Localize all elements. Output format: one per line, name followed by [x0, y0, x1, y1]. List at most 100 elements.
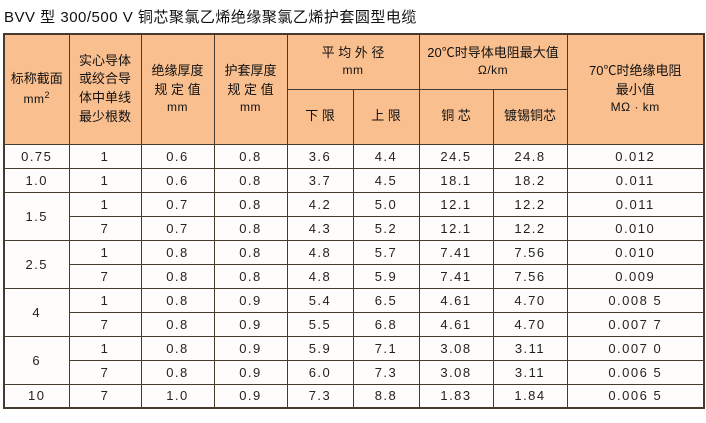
cell-insulation-resistance: 0.007 7 — [566, 311, 705, 337]
cell-diameter-upper: 7.3 — [352, 359, 420, 385]
cell-insulation-thickness: 0.8 — [140, 239, 215, 265]
header-row-top: 标称截面 mm2 实心导体 或绞合导 体中单线 最少根数 绝缘厚度 规 定 值 … — [3, 33, 705, 145]
cell-diameter-lower: 4.2 — [286, 191, 354, 217]
cell-min-strands: 7 — [68, 263, 142, 289]
cell-resistance-tinned: 7.56 — [492, 263, 568, 289]
cell-sheath-thickness: 0.9 — [213, 335, 288, 361]
cell-insulation-thickness: 1.0 — [140, 383, 215, 409]
cell-min-strands: 7 — [68, 359, 142, 385]
cell-resistance-copper: 24.5 — [418, 143, 494, 169]
header-min-strands: 实心导体 或绞合导 体中单线 最少根数 — [68, 33, 142, 145]
cell-min-strands: 1 — [68, 287, 142, 313]
cell-sheath-thickness: 0.9 — [213, 359, 288, 385]
cell-insulation-resistance: 0.012 — [566, 143, 705, 169]
cell-min-strands: 1 — [68, 239, 142, 265]
cell-min-strands: 7 — [68, 383, 142, 409]
header-avg-diameter: 平 均 外 径 mm — [286, 33, 420, 90]
cell-nominal-section: 1.5 — [3, 191, 70, 241]
header-strands-line3: 体中单线 — [78, 90, 131, 106]
cell-sheath-thickness: 0.8 — [213, 215, 288, 241]
cell-min-strands: 7 — [68, 311, 142, 337]
table-row: 6 1 0.8 0.9 5.9 7.1 3.08 3.11 0.007 0 — [3, 335, 705, 385]
header-sheath-line2: 规 定 值 — [227, 81, 274, 97]
cell-insulation-resistance: 0.008 5 — [566, 287, 705, 313]
cell-nominal-section: 10 — [3, 383, 70, 409]
cell-diameter-lower: 4.8 — [286, 239, 354, 265]
header-diameter-label: 平 均 外 径 — [321, 44, 385, 60]
cell-nominal-section: 1.0 — [3, 167, 70, 193]
cell-sheath-thickness: 0.8 — [213, 263, 288, 289]
cell-resistance-tinned: 7.56 — [492, 239, 568, 265]
header-nominal-label: 标称截面 — [10, 71, 63, 87]
cell-resistance-copper: 4.61 — [418, 287, 494, 313]
cell-resistance-tinned: 3.11 — [492, 359, 568, 385]
header-insulation-resistance: 70℃时绝缘电阻 最小值 MΩ · km — [566, 33, 705, 145]
cell-resistance-tinned: 4.70 — [492, 311, 568, 337]
cell-diameter-upper: 6.5 — [352, 287, 420, 313]
cell-diameter-lower: 7.3 — [286, 383, 354, 409]
cell-diameter-lower: 5.9 — [286, 335, 354, 361]
cell-nominal-section: 2.5 — [3, 239, 70, 289]
cell-insulation-thickness: 0.6 — [140, 143, 215, 169]
cell-diameter-upper: 8.8 — [352, 383, 420, 409]
cell-insulation-thickness: 0.8 — [140, 311, 215, 337]
header-sheath-unit: mm — [240, 100, 261, 115]
cell-resistance-tinned: 1.84 — [492, 383, 568, 409]
cell-resistance-copper: 7.41 — [418, 263, 494, 289]
header-sheath-thickness: 护套厚度 规 定 值 mm — [213, 33, 288, 145]
table-row: 4 1 0.8 0.9 5.4 6.5 4.61 4.70 0.008 5 — [3, 287, 705, 337]
header-diameter-unit: mm — [342, 63, 364, 78]
cell-sheath-thickness: 0.8 — [213, 143, 288, 169]
cell-resistance-copper: 12.1 — [418, 215, 494, 241]
header-nominal-unit: mm2 — [23, 89, 50, 106]
header-insulation-line1: 绝缘厚度 — [151, 62, 204, 78]
header-ins-resistance-unit: MΩ · km — [610, 100, 660, 115]
header-upper-limit: 上 限 — [352, 88, 420, 145]
table-row: 10 7 1.0 0.9 7.3 8.8 1.83 1.84 0.006 5 — [3, 383, 705, 409]
cell-resistance-tinned: 12.2 — [492, 191, 568, 217]
cell-insulation-thickness: 0.7 — [140, 191, 215, 217]
cell-min-strands: 1 — [68, 143, 142, 169]
table-row: 7 0.8 0.9 5.5 6.8 4.61 4.70 0.007 7 — [4, 311, 705, 337]
cell-nominal-section: 0.75 — [3, 143, 70, 169]
cell-diameter-lower: 6.0 — [286, 359, 354, 385]
header-strands-line4: 最少根数 — [78, 109, 131, 125]
table-row: 1.5 1 0.7 0.8 4.2 5.0 12.1 12.2 0.011 — [3, 191, 705, 241]
header-ins-resistance-line1: 70℃时绝缘电阻 — [589, 62, 682, 78]
cell-diameter-upper: 5.7 — [352, 239, 420, 265]
cell-min-strands: 1 — [68, 191, 142, 217]
cell-sheath-thickness: 0.8 — [213, 167, 288, 193]
cell-insulation-resistance: 0.006 5 — [566, 359, 705, 385]
cell-insulation-resistance: 0.010 — [566, 215, 705, 241]
cell-diameter-lower: 5.4 — [286, 287, 354, 313]
cell-resistance-copper: 3.08 — [418, 359, 494, 385]
cell-diameter-lower: 4.8 — [286, 263, 354, 289]
cell-diameter-upper: 5.0 — [352, 191, 420, 217]
table-row: 1.0 1 0.6 0.8 3.7 4.5 18.1 18.2 0.011 — [3, 167, 705, 193]
cell-insulation-thickness: 0.8 — [140, 287, 215, 313]
cell-resistance-copper: 12.1 — [418, 191, 494, 217]
cell-resistance-tinned: 24.8 — [492, 143, 568, 169]
cell-diameter-lower: 5.5 — [286, 311, 354, 337]
cell-sheath-thickness: 0.8 — [213, 239, 288, 265]
cell-sheath-thickness: 0.9 — [213, 311, 288, 337]
cable-spec-table: 标称截面 mm2 实心导体 或绞合导 体中单线 最少根数 绝缘厚度 规 定 值 … — [3, 33, 705, 409]
cell-insulation-resistance: 0.006 5 — [566, 383, 705, 409]
cell-nominal-section: 4 — [3, 287, 70, 337]
cell-insulation-thickness: 0.6 — [140, 167, 215, 193]
cell-resistance-copper: 3.08 — [418, 335, 494, 361]
header-insulation-thickness: 绝缘厚度 规 定 值 mm — [140, 33, 215, 145]
cell-insulation-resistance: 0.007 0 — [566, 335, 705, 361]
header-strands-line1: 实心导体 — [78, 52, 131, 68]
cell-insulation-thickness: 0.8 — [140, 335, 215, 361]
table-row: 7 0.7 0.8 4.3 5.2 12.1 12.2 0.010 — [4, 215, 705, 241]
table-row: 7 0.8 0.9 6.0 7.3 3.08 3.11 0.006 5 — [4, 359, 705, 385]
table-row: 2.5 1 0.8 0.8 4.8 5.7 7.41 7.56 0.010 — [3, 239, 705, 289]
cell-diameter-upper: 7.1 — [352, 335, 420, 361]
cell-sheath-thickness: 0.8 — [213, 191, 288, 217]
cell-resistance-tinned: 3.11 — [492, 335, 568, 361]
header-ins-resistance-line2: 最小值 — [615, 81, 655, 97]
header-nominal-section: 标称截面 mm2 — [3, 33, 70, 145]
cell-min-strands: 7 — [68, 215, 142, 241]
header-row-sub: 下 限 上 限 铜 芯 镀锡铜芯 — [4, 88, 704, 145]
